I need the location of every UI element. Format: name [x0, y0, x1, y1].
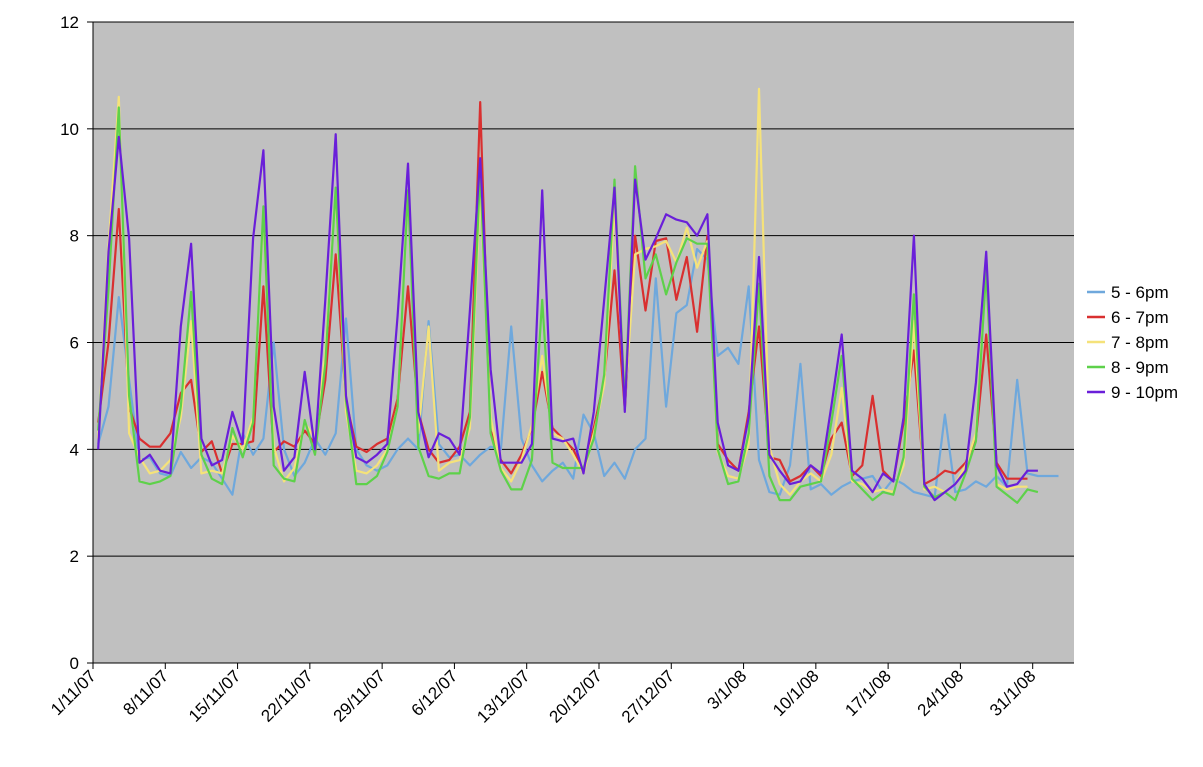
x-tick-label-6: 13/12/07: [473, 666, 533, 726]
x-tick-label-2: 15/11/07: [185, 666, 244, 725]
y-tick-label-2: 4: [70, 440, 79, 459]
x-tick-label-3: 22/11/07: [257, 666, 316, 725]
x-tick-label-1: 8/11/07: [119, 666, 172, 719]
series-line-4: [97, 133, 1038, 502]
legend-label-2: 7 - 8pm: [1111, 333, 1169, 352]
x-tick-label-5: 6/12/07: [408, 666, 462, 720]
legend-label-3: 8 - 9pm: [1111, 358, 1169, 377]
legend-label-0: 5 - 6pm: [1111, 283, 1169, 302]
y-tick-label-0: 0: [70, 654, 79, 673]
series-layer: [97, 87, 1059, 504]
y-tick-labels: 0 2 4 6 8 10 12: [60, 13, 79, 673]
x-tick-label-8: 27/12/07: [618, 666, 678, 726]
x-tick-label-11: 17/1/08: [841, 666, 895, 720]
y-tick-label-6: 12: [60, 13, 79, 32]
y-tick-label-5: 10: [60, 120, 79, 139]
axes: [87, 21, 1074, 669]
y-tick-label-1: 2: [70, 547, 79, 566]
x-tick-label-4: 29/11/07: [330, 666, 389, 725]
x-tick-label-9: 3/1/08: [704, 666, 751, 713]
x-tick-label-7: 20/12/07: [546, 666, 606, 726]
x-tick-label-10: 10/1/08: [769, 666, 823, 720]
x-tick-label-0: 1/11/07: [47, 666, 100, 719]
legend: 5 - 6pm 6 - 7pm 7 - 8pm 8 - 9pm 9 - 10pm: [1087, 283, 1178, 402]
series-line-3: [97, 106, 1039, 504]
x-tick-labels: 1/11/07 8/11/07 15/11/07 22/11/07 29/11/07 6/…: [47, 666, 1039, 726]
x-tick-label-12: 24/1/08: [914, 666, 968, 720]
legend-label-4: 9 - 10pm: [1111, 383, 1178, 402]
x-tick-label-13: 31/1/08: [986, 666, 1040, 720]
y-tick-label-4: 8: [70, 227, 79, 246]
y-tick-label-3: 6: [70, 334, 79, 353]
legend-label-1: 6 - 7pm: [1111, 308, 1169, 327]
